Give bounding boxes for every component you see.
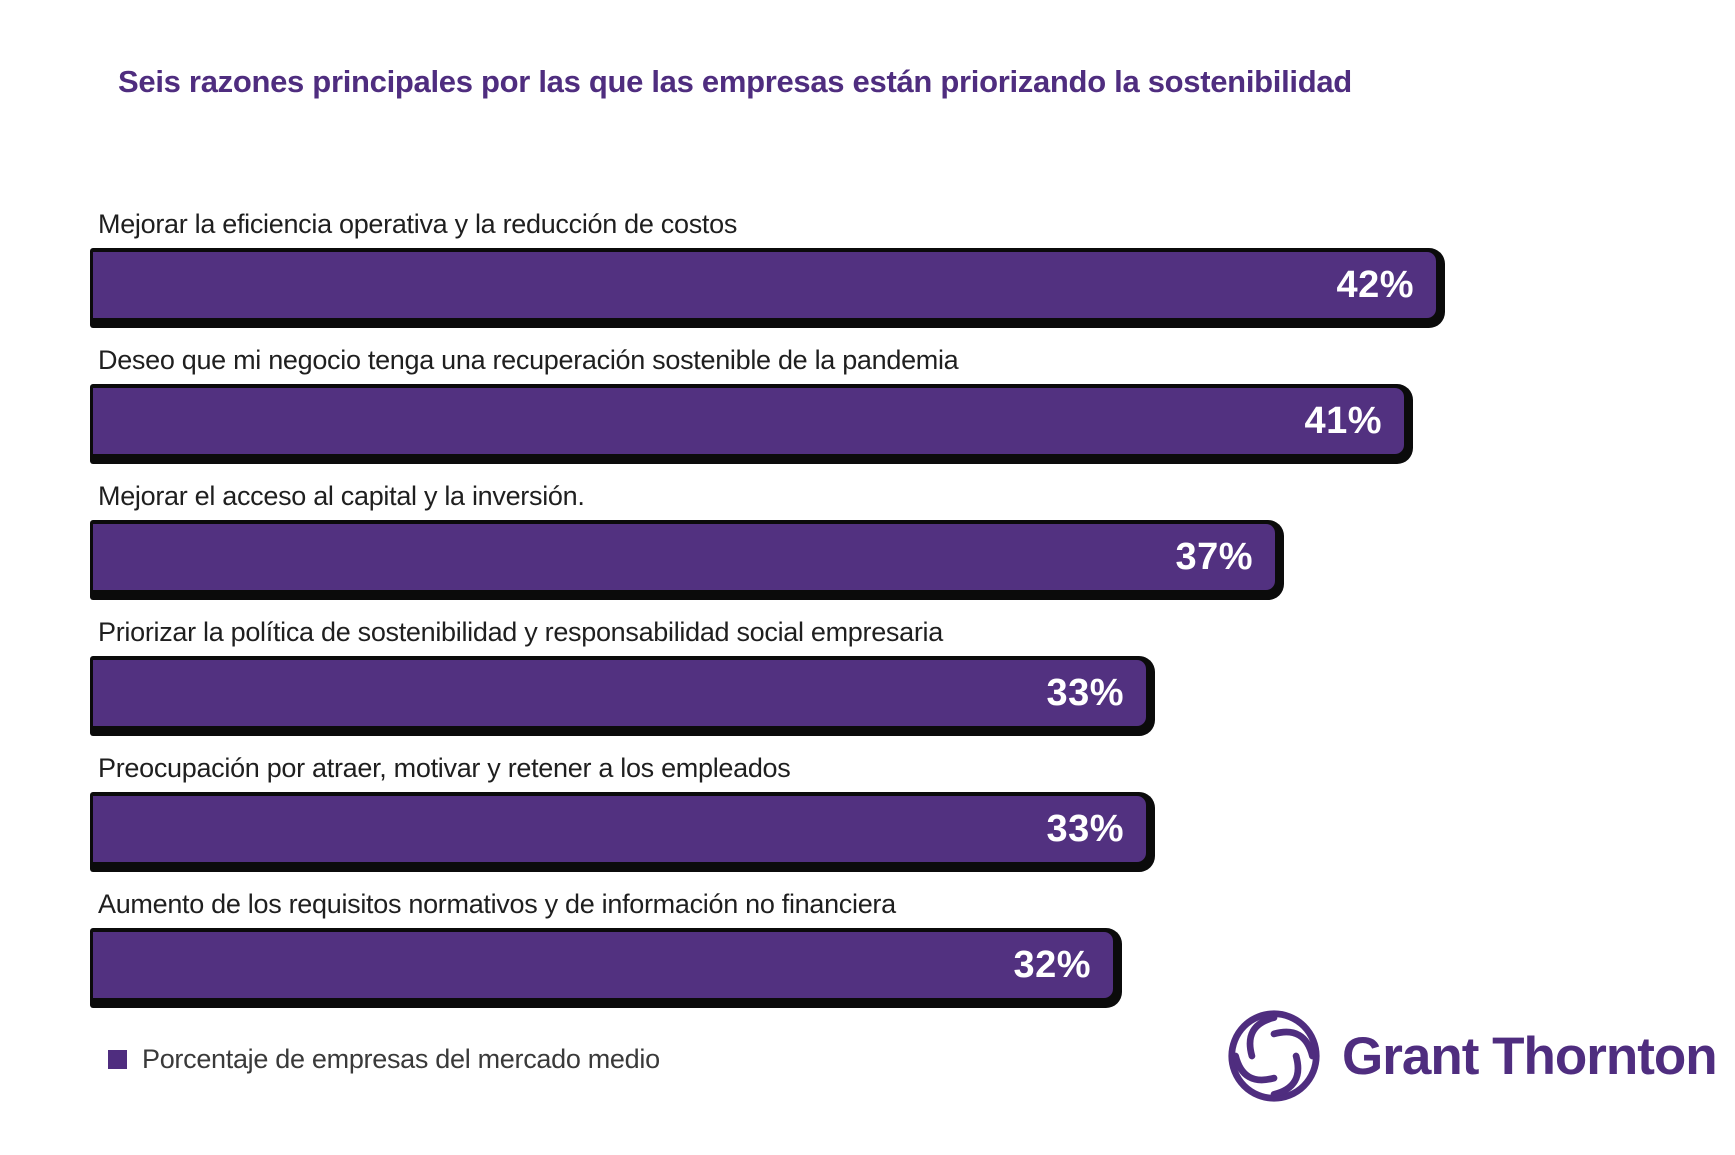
legend: Porcentaje de empresas del mercado medio bbox=[108, 1044, 660, 1075]
bar: 41% bbox=[90, 384, 1413, 464]
bar-fill: 33% bbox=[93, 660, 1146, 726]
grant-thornton-wordmark: Grant Thornton bbox=[1342, 1026, 1718, 1086]
bar-value-label: 37% bbox=[1175, 535, 1253, 578]
bar-value-label: 33% bbox=[1046, 807, 1124, 850]
bar-category-label: Mejorar la eficiencia operativa y la red… bbox=[98, 209, 738, 239]
bar-fill: 33% bbox=[93, 796, 1146, 862]
bar: 33% bbox=[90, 656, 1155, 736]
bar-row: Deseo que mi negocio tenga una recuperac… bbox=[90, 343, 1445, 464]
bar-row: Priorizar la política de sostenibilidad … bbox=[90, 615, 1445, 736]
bar-fill: 32% bbox=[93, 932, 1113, 998]
bar-row: Mejorar el acceso al capital y la invers… bbox=[90, 479, 1445, 600]
grant-thornton-logo: Grant Thornton bbox=[1226, 1008, 1718, 1104]
legend-label: Porcentaje de empresas del mercado medio bbox=[142, 1044, 660, 1074]
bar-category-label: Deseo que mi negocio tenga una recuperac… bbox=[98, 345, 959, 375]
bar-fill: 41% bbox=[93, 388, 1404, 454]
bar-value-label: 42% bbox=[1336, 263, 1414, 306]
bar-row: Mejorar la eficiencia operativa y la red… bbox=[90, 207, 1445, 328]
bar-fill: 42% bbox=[93, 252, 1436, 318]
bar-category-label: Mejorar el acceso al capital y la invers… bbox=[98, 481, 585, 511]
bar: 32% bbox=[90, 928, 1122, 1008]
bar-row: Preocupación por atraer, motivar y reten… bbox=[90, 751, 1445, 872]
grant-thornton-swirl-icon bbox=[1228, 1010, 1320, 1102]
bar-value-label: 33% bbox=[1046, 671, 1124, 714]
bar-value-label: 32% bbox=[1013, 943, 1091, 986]
bar-value-label: 41% bbox=[1304, 399, 1382, 442]
bar: 33% bbox=[90, 792, 1155, 872]
bar-fill: 37% bbox=[93, 524, 1275, 590]
bar-category-label: Preocupación por atraer, motivar y reten… bbox=[98, 753, 791, 783]
bar-category-label: Priorizar la política de sostenibilidad … bbox=[98, 617, 943, 647]
bar: 37% bbox=[90, 520, 1284, 600]
chart-title: Seis razones principales por las que las… bbox=[118, 64, 1352, 99]
bar-category-label: Aumento de los requisitos normativos y d… bbox=[98, 889, 896, 919]
legend-swatch bbox=[108, 1050, 127, 1069]
bar-chart: Mejorar la eficiencia operativa y la red… bbox=[90, 207, 1445, 1023]
bar-row: Aumento de los requisitos normativos y d… bbox=[90, 887, 1445, 1008]
bar: 42% bbox=[90, 248, 1445, 328]
